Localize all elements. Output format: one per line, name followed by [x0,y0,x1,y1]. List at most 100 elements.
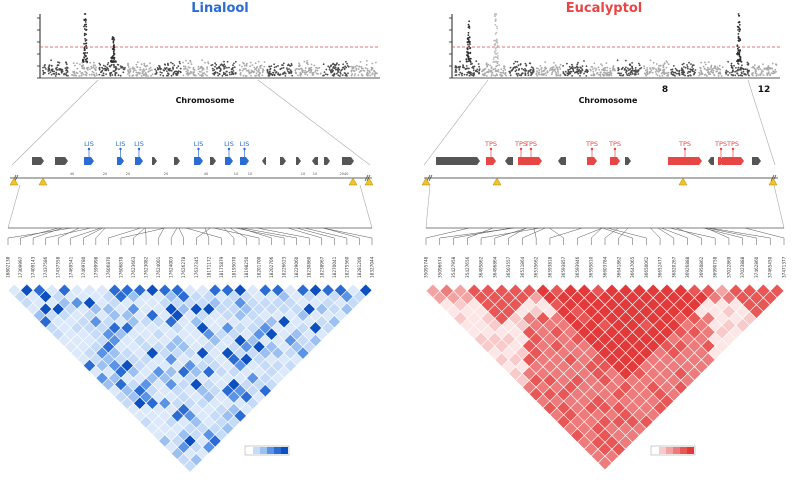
snp-point [300,67,303,70]
peak-point [738,14,741,17]
snp-point [132,66,134,69]
snp-point [375,61,377,64]
gene-pin-head [519,147,523,151]
gene-pin-head [719,147,723,151]
gene-pin-head [243,147,246,151]
snp-id-label: 35096674 [437,256,442,278]
snp-point [592,74,594,77]
snp-point [532,68,535,71]
snp-point [663,68,666,71]
snp-point [549,67,552,70]
snp-point [148,68,151,70]
snp-point [476,68,479,71]
snp-connector [533,227,537,239]
peak-point [112,52,115,55]
snp-point [516,74,519,77]
snp-point [228,71,231,74]
snp-point [362,67,364,70]
snp-point [366,60,368,62]
snp-id-label: 37465450 [768,256,773,278]
snp-point [601,64,604,67]
snp-point [514,60,517,63]
snp-point [282,73,285,75]
snp-connector [657,227,674,239]
gene-pin-head [227,147,231,151]
snp-point [222,71,225,74]
snp-point [261,74,264,77]
snp-point [699,67,702,69]
snp-point [629,64,631,67]
snp-point [94,64,96,67]
snp-point [714,65,717,68]
snp-point [680,67,683,70]
snp-point [229,73,231,76]
snp-point [159,71,162,73]
snp-point [255,67,258,69]
snp-point [371,73,373,76]
peak-point [468,27,471,29]
snp-point [503,67,506,69]
snp-point [599,73,602,76]
peak-point [495,25,498,28]
snp-point [260,64,263,67]
snp-point [212,72,215,75]
snp-point [92,66,95,69]
snp-point [257,71,259,73]
legend-swatch [274,447,281,454]
snp-point [550,73,553,76]
target-gene [225,157,233,165]
snp-id-label: 36535662 [534,256,539,278]
snp-point [559,68,562,70]
snp-point [273,74,276,77]
snp-point [768,67,771,70]
peak-point [468,41,471,44]
snp-point [503,65,506,68]
snp-id-label: 36595810 [589,256,594,278]
snp-point [245,65,248,67]
snp-point [42,71,45,74]
snp-point [101,69,104,72]
snp-point [117,74,120,77]
snp-point [755,74,758,77]
snp-point [132,71,135,73]
snp-point [282,62,285,65]
snp-point [551,71,554,74]
snp-point [192,72,195,74]
snp-point [544,66,547,69]
peak-point [112,44,115,47]
snp-point [140,75,143,77]
peak-point [113,48,116,51]
snp-point [158,65,161,68]
snp-point [64,73,67,76]
snp-point [341,66,344,69]
peak-point [494,19,497,22]
snp-point [170,69,173,72]
snp-point [162,69,165,71]
snp-point [234,72,237,74]
snp-point [250,75,252,77]
snp-point [244,75,247,77]
snp-point [223,63,226,66]
snp-point [55,73,58,76]
peak-point [494,23,497,26]
gene [262,157,266,165]
snp-point [211,64,214,66]
snp-point [290,71,293,73]
snp-point [505,74,507,77]
snp-point [486,64,489,67]
snp-point [165,67,168,69]
eucalyptol-title: Eucalyptol [566,1,642,16]
snp-id-label: 18281200 [357,256,362,278]
snp-point [112,63,115,66]
snp-point [255,69,258,72]
snp-point [497,70,500,73]
snp-id-label: 18226623 [282,256,287,278]
snp-point [355,67,358,70]
snp-point [767,67,769,70]
snp-point [645,71,648,74]
peak-point [492,61,494,63]
snp-point [536,74,539,77]
snp-point [504,69,507,71]
snp-point [113,70,116,73]
snp-point [651,71,654,74]
